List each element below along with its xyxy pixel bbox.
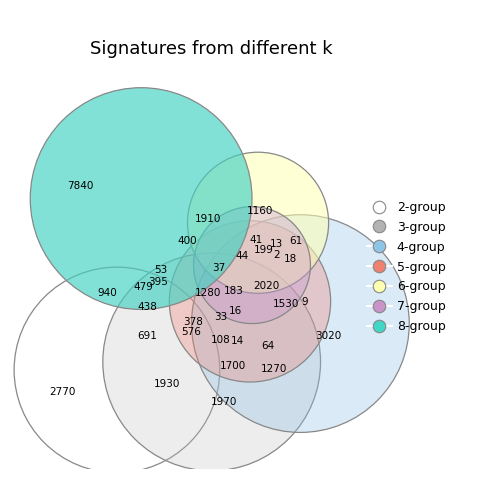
Text: 16: 16 [229,306,242,317]
Text: 576: 576 [181,327,202,337]
Text: 2: 2 [273,250,280,260]
Legend: 2-group, 3-group, 4-group, 5-group, 6-group, 7-group, 8-group: 2-group, 3-group, 4-group, 5-group, 6-gr… [363,197,450,337]
Text: 1280: 1280 [195,288,221,298]
Text: 479: 479 [133,282,153,292]
Text: 37: 37 [212,263,225,273]
Text: 378: 378 [183,317,204,327]
Text: 3020: 3020 [314,331,341,341]
Text: 199: 199 [254,245,273,255]
Circle shape [103,253,321,471]
Text: 2020: 2020 [253,281,279,291]
Text: 61: 61 [290,236,303,246]
Text: 395: 395 [149,277,168,287]
Text: 2770: 2770 [49,387,76,397]
Circle shape [192,215,409,432]
Text: 1700: 1700 [220,361,246,371]
Text: 53: 53 [155,265,168,275]
Circle shape [30,88,252,309]
Text: 1270: 1270 [261,364,287,374]
Text: 7840: 7840 [68,181,94,192]
Text: 41: 41 [249,235,263,245]
Text: 1970: 1970 [211,397,237,407]
Text: 1910: 1910 [195,214,221,224]
Text: 18: 18 [284,254,297,264]
Text: 438: 438 [137,302,157,312]
Text: 14: 14 [230,336,244,346]
Text: 183: 183 [224,285,244,295]
Text: 940: 940 [97,288,117,298]
Text: 1160: 1160 [247,206,273,216]
Title: Signatures from different k: Signatures from different k [90,40,333,58]
Text: 1530: 1530 [273,299,299,309]
Circle shape [169,221,331,382]
Text: 44: 44 [235,251,248,261]
Text: 108: 108 [211,335,230,345]
Text: 691: 691 [137,331,157,341]
Text: 33: 33 [214,312,227,322]
Text: 13: 13 [270,239,283,249]
Circle shape [194,207,310,324]
Text: 9: 9 [301,297,308,307]
Text: 1930: 1930 [154,379,180,389]
Circle shape [187,152,329,293]
Text: 400: 400 [178,236,197,246]
Text: 64: 64 [262,341,275,351]
